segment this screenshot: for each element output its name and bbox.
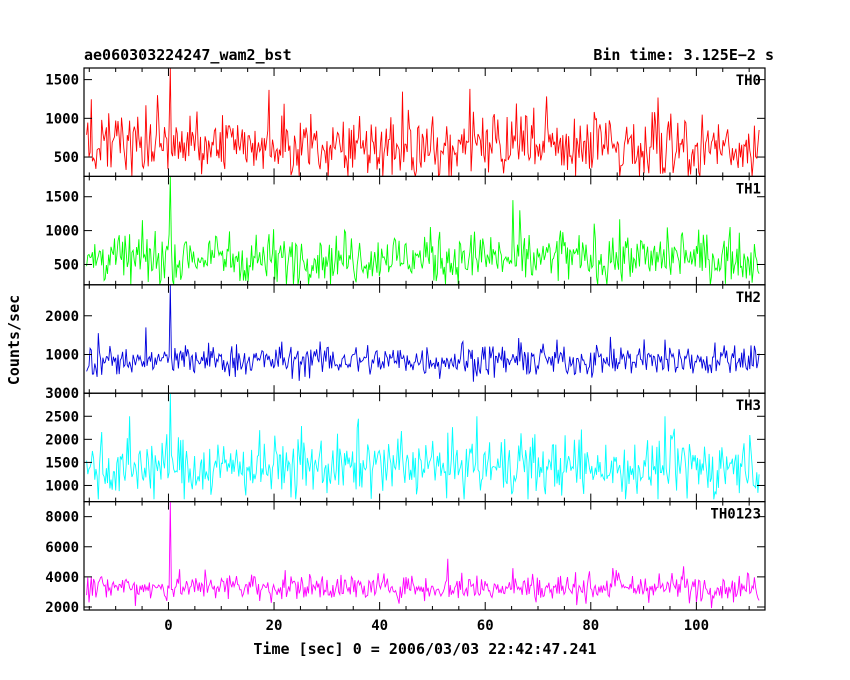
y-tick-label: 3000 bbox=[45, 386, 79, 402]
x-tick-label: 100 bbox=[684, 618, 709, 634]
x-tick-label: 60 bbox=[477, 618, 494, 634]
panel-label-th0: TH0 bbox=[736, 73, 761, 89]
y-tick-label: 2000 bbox=[45, 432, 79, 448]
series-th0123 bbox=[86, 501, 760, 609]
y-tick-label: 500 bbox=[54, 257, 79, 273]
chart-title: ae060303224247_wam2_bst bbox=[84, 46, 292, 64]
y-tick-label: 1500 bbox=[45, 73, 79, 89]
panel-frame bbox=[83, 284, 766, 394]
y-tick-label: 1500 bbox=[45, 190, 79, 206]
panel-label-th2: TH2 bbox=[736, 290, 761, 306]
y-tick-label: 1500 bbox=[45, 455, 79, 471]
y-tick-label: 1000 bbox=[45, 478, 79, 494]
x-tick-label: 80 bbox=[582, 618, 599, 634]
y-tick-label: 2000 bbox=[45, 309, 79, 325]
x-tick-label: 40 bbox=[371, 618, 388, 634]
panel-th0123: 2000 4000 6000 8000 TH0123 bbox=[45, 501, 766, 616]
x-axis-tick-labels: 0 20 40 60 80 100 bbox=[164, 618, 709, 634]
panel-label-th3: TH3 bbox=[736, 398, 761, 414]
panel-th1: 500 1000 1500 TH1 bbox=[45, 175, 766, 286]
series-th3 bbox=[86, 393, 760, 500]
panel-th3: 1000 1500 2000 2500 3000 TH3 bbox=[45, 386, 766, 503]
y-tick-label: 1000 bbox=[45, 347, 79, 363]
panel-frame bbox=[83, 175, 766, 286]
y-tick-label: 2000 bbox=[45, 600, 79, 616]
panel-label-th1: TH1 bbox=[736, 181, 761, 197]
y-axis-label: Counts/sec bbox=[5, 295, 23, 385]
panel-frame bbox=[83, 501, 766, 611]
y-tick-label: 500 bbox=[54, 150, 79, 166]
y-tick-label: 4000 bbox=[45, 570, 79, 586]
x-tick-label: 0 bbox=[164, 618, 172, 634]
x-axis-label: Time [sec] 0 = 2006/03/03 22:42:47.241 bbox=[253, 640, 596, 658]
y-tick-label: 1000 bbox=[45, 224, 79, 240]
y-tick-label: 1000 bbox=[45, 111, 79, 127]
y-tick-label: 2500 bbox=[45, 409, 79, 425]
series-th0 bbox=[86, 68, 760, 177]
panel-th0: 500 1000 1500 TH0 bbox=[45, 67, 766, 178]
x-tick-label: 20 bbox=[266, 618, 283, 634]
series-th1 bbox=[86, 176, 760, 285]
panel-frame bbox=[83, 392, 766, 503]
panel-th2: 1000 2000 TH2 bbox=[45, 284, 766, 394]
bin-time-label: Bin time: 3.125E−2 s bbox=[593, 46, 774, 64]
series-th2 bbox=[86, 284, 760, 382]
y-tick-label: 8000 bbox=[45, 510, 79, 526]
panel-label-th0123: TH0123 bbox=[710, 507, 761, 523]
y-tick-label: 6000 bbox=[45, 540, 79, 556]
